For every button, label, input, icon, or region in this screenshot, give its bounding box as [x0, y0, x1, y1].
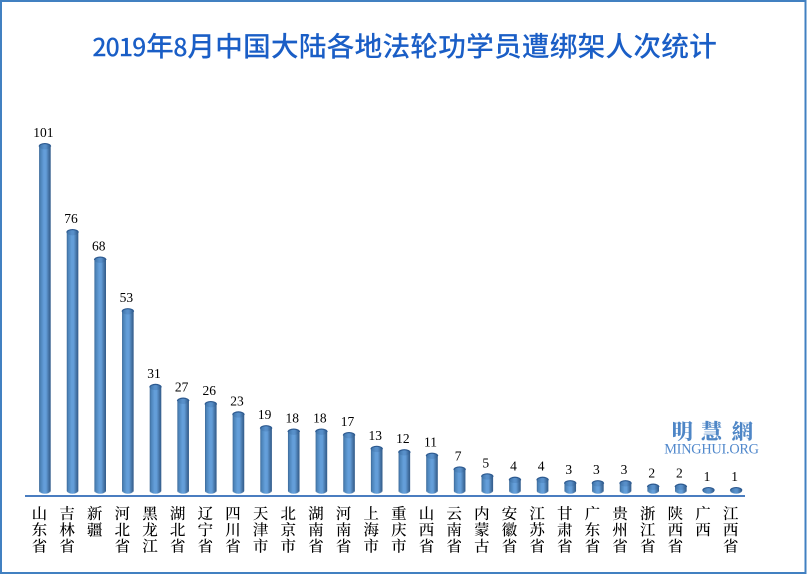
svg-text:1: 1	[704, 469, 711, 484]
svg-text:5: 5	[482, 455, 489, 470]
svg-text:19: 19	[258, 407, 272, 422]
svg-text:13: 13	[368, 428, 382, 443]
svg-text:18: 18	[286, 411, 300, 426]
svg-text:3: 3	[621, 462, 628, 477]
svg-text:101: 101	[33, 125, 53, 140]
svg-text:12: 12	[396, 431, 410, 446]
svg-text:3: 3	[593, 462, 600, 477]
svg-text:MINGHUI.ORG: MINGHUI.ORG	[664, 442, 759, 458]
svg-text:26: 26	[203, 383, 217, 398]
svg-text:1: 1	[731, 469, 738, 484]
svg-text:11: 11	[424, 435, 437, 450]
svg-text:31: 31	[147, 366, 161, 381]
svg-text:18: 18	[313, 411, 327, 426]
svg-text:2: 2	[648, 466, 655, 481]
svg-text:3: 3	[565, 462, 572, 477]
svg-text:68: 68	[92, 239, 106, 254]
svg-text:23: 23	[230, 393, 244, 408]
svg-text:2: 2	[676, 466, 683, 481]
svg-text:4: 4	[538, 459, 545, 474]
svg-text:76: 76	[64, 211, 78, 226]
svg-text:7: 7	[455, 448, 462, 463]
svg-text:4: 4	[510, 459, 517, 474]
svg-text:53: 53	[120, 290, 134, 305]
svg-text:27: 27	[175, 380, 189, 395]
svg-text:17: 17	[341, 414, 355, 429]
